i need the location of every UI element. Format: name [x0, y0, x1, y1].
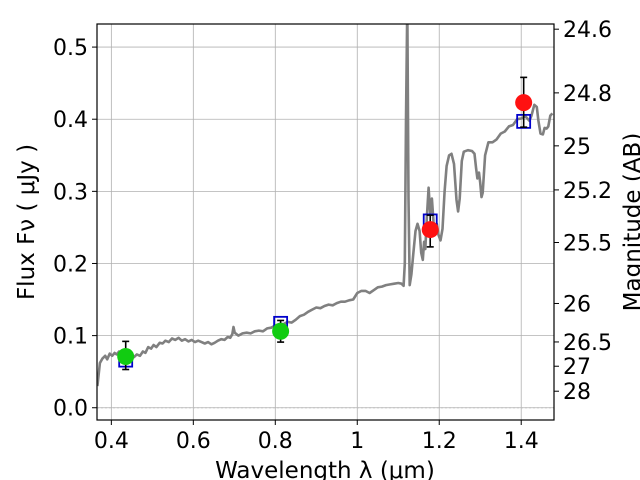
x-tick-label: 1.2 — [422, 429, 457, 454]
right-tick-label: 28 — [563, 380, 591, 405]
x-tick-label: 0.4 — [94, 429, 129, 454]
right-tick-label: 24.8 — [563, 82, 612, 107]
y-tick-label: 0.4 — [53, 108, 88, 133]
right-tick-label: 26 — [563, 292, 591, 317]
right-tick-label: 27 — [563, 355, 591, 380]
right-tick-label: 25 — [563, 135, 591, 160]
observed-point — [117, 348, 135, 366]
x-tick-label: 0.6 — [176, 429, 211, 454]
sed-line — [97, 24, 554, 387]
y-tick-label: 0.3 — [53, 180, 88, 205]
y-tick-label: 0.1 — [53, 325, 88, 350]
right-tick-label: 25.5 — [563, 231, 612, 256]
observed-point — [421, 221, 439, 239]
y-axis-label: Flux Fν ( μJy ) — [14, 144, 40, 300]
observed-point — [515, 94, 533, 112]
x-axis-label: Wavelength λ (μm) — [215, 458, 435, 480]
y-tick-label: 0.5 — [53, 36, 88, 61]
right-tick-label: 26.5 — [563, 331, 612, 356]
observed-point — [272, 322, 290, 340]
grid — [97, 24, 554, 420]
x-tick-label: 0.8 — [258, 429, 293, 454]
y-tick-label: 0.0 — [53, 397, 88, 422]
ticks: 0.4 0.6 0.8 1 1.2 1.4 0.0 0.1 0.2 0.3 0.4 0.5 24.6 24… — [53, 18, 612, 454]
plot-area — [97, 24, 554, 387]
right-axis-label: Magnitude (AB) — [620, 133, 640, 312]
x-tick-label: 1 — [350, 429, 364, 454]
right-tick-label: 25.2 — [563, 179, 612, 204]
x-tick-label: 1.4 — [504, 429, 539, 454]
y-tick-label: 0.2 — [53, 252, 88, 277]
right-tick-label: 24.6 — [563, 18, 612, 43]
axes-frame — [96, 23, 555, 421]
markers — [117, 76, 533, 371]
